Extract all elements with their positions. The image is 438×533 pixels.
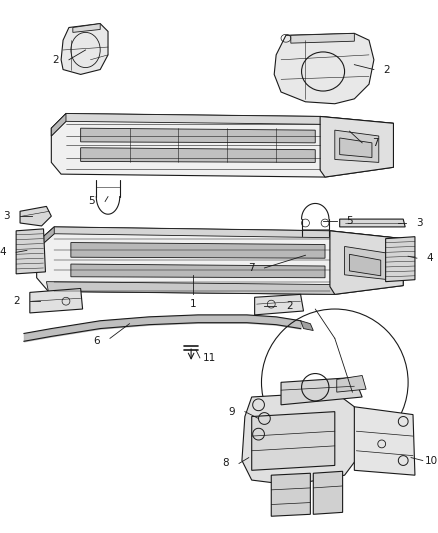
- Text: 3: 3: [416, 218, 423, 228]
- Polygon shape: [320, 116, 393, 177]
- Text: 7: 7: [248, 263, 254, 273]
- Polygon shape: [242, 392, 359, 485]
- Polygon shape: [37, 227, 54, 249]
- Text: 11: 11: [203, 353, 216, 363]
- Text: 5: 5: [88, 197, 95, 206]
- Text: 7: 7: [372, 138, 378, 148]
- Polygon shape: [16, 229, 46, 274]
- Polygon shape: [313, 471, 343, 514]
- Polygon shape: [30, 288, 83, 313]
- Polygon shape: [300, 321, 313, 330]
- Polygon shape: [274, 34, 374, 104]
- Polygon shape: [37, 227, 403, 249]
- Polygon shape: [385, 237, 415, 281]
- Polygon shape: [281, 377, 362, 405]
- Text: 2: 2: [14, 296, 20, 306]
- Polygon shape: [73, 23, 100, 33]
- Polygon shape: [61, 23, 108, 75]
- Text: 2: 2: [384, 64, 390, 75]
- Text: 6: 6: [94, 336, 100, 346]
- Text: 1: 1: [190, 299, 196, 309]
- Polygon shape: [71, 264, 325, 278]
- Polygon shape: [271, 473, 311, 516]
- Text: 8: 8: [223, 458, 229, 469]
- Text: 10: 10: [425, 456, 438, 465]
- Polygon shape: [340, 219, 405, 227]
- Polygon shape: [51, 114, 66, 136]
- Polygon shape: [337, 375, 366, 392]
- Text: 5: 5: [346, 216, 353, 226]
- Polygon shape: [37, 227, 403, 294]
- Text: 4: 4: [0, 247, 7, 257]
- Polygon shape: [254, 294, 304, 315]
- Polygon shape: [81, 128, 315, 143]
- Polygon shape: [354, 407, 415, 475]
- Text: 2: 2: [286, 301, 293, 311]
- Polygon shape: [350, 254, 381, 276]
- Polygon shape: [252, 411, 335, 470]
- Polygon shape: [51, 114, 393, 136]
- Polygon shape: [20, 206, 51, 226]
- Polygon shape: [345, 246, 389, 280]
- Polygon shape: [51, 114, 393, 177]
- Polygon shape: [340, 138, 372, 158]
- Text: 2: 2: [53, 55, 59, 65]
- Polygon shape: [330, 231, 403, 294]
- Polygon shape: [46, 281, 335, 294]
- Text: 4: 4: [427, 253, 433, 263]
- Polygon shape: [291, 34, 354, 43]
- Text: 9: 9: [229, 407, 235, 417]
- Text: 3: 3: [4, 211, 10, 221]
- Polygon shape: [71, 243, 325, 258]
- Polygon shape: [335, 130, 379, 163]
- Polygon shape: [81, 148, 315, 163]
